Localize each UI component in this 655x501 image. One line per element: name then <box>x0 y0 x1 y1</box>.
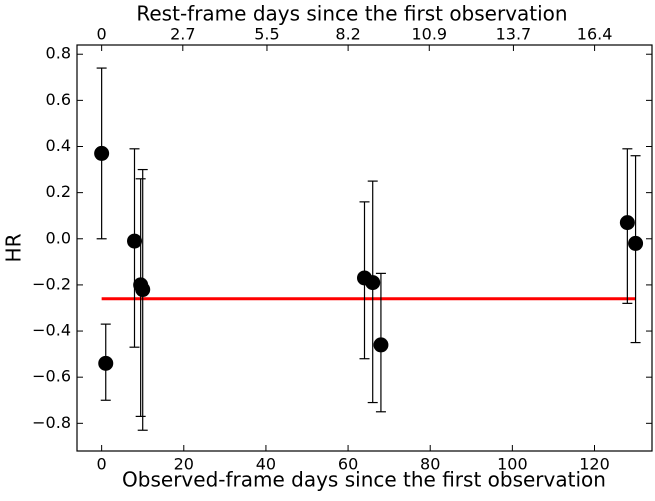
x-tick-label: 20 <box>174 455 194 474</box>
plot-frame <box>76 44 653 452</box>
point <box>628 235 644 251</box>
x2-tick-label: 13.7 <box>496 25 532 44</box>
x-tick-label: 120 <box>579 455 610 474</box>
point <box>94 145 110 161</box>
x-tick-label: 100 <box>497 455 528 474</box>
x2-tick-label: 5.5 <box>254 25 279 44</box>
error-bar <box>137 168 148 431</box>
y-axis-label: HR <box>2 233 26 262</box>
point <box>365 275 381 291</box>
x-tick-label: 60 <box>338 455 358 474</box>
x2-tick-label: 16.4 <box>577 25 613 44</box>
point <box>373 337 389 353</box>
y-tick-label: −0.8 <box>32 413 71 432</box>
x2-tick-label: 8.2 <box>335 25 360 44</box>
point <box>98 355 114 371</box>
x2-tick-label: 2.7 <box>170 25 195 44</box>
x-tick-label: 0 <box>97 455 107 474</box>
y-tick-label: 0.8 <box>46 44 71 63</box>
x-axis-label: Observed-frame days since the first obse… <box>122 468 606 492</box>
y-tick-label: 0.6 <box>46 90 71 109</box>
error-bar <box>367 180 378 404</box>
error-bar <box>135 178 146 417</box>
x2-tick-label: 10.9 <box>411 25 447 44</box>
y-tick-label: 0.2 <box>46 182 71 201</box>
point <box>127 233 142 249</box>
y-tick-label: −0.2 <box>32 274 71 293</box>
point <box>135 282 151 298</box>
y-tick-label: 0.0 <box>46 228 71 247</box>
y-tick-label: −0.6 <box>32 367 71 386</box>
y-tick-label: 0.4 <box>46 136 71 155</box>
point <box>619 215 635 231</box>
x-tick-label: 80 <box>420 455 440 474</box>
x2-tick-label: 0 <box>97 25 107 44</box>
y-tick-label: −0.4 <box>32 321 71 340</box>
x-tick-label: 40 <box>256 455 276 474</box>
x2-axis-label: Rest-frame days since the first observat… <box>136 2 567 26</box>
